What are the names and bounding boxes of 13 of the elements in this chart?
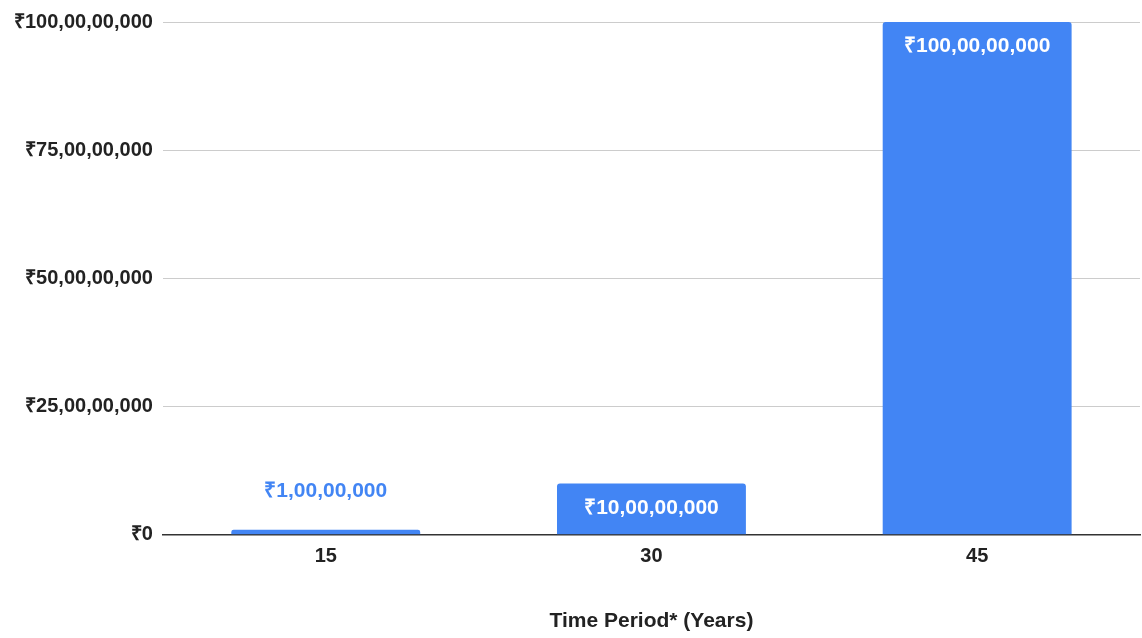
x-tick-label: 45 — [966, 544, 989, 567]
x-axis-title: Time Period* (Years) — [549, 608, 754, 632]
data-label: ₹100,00,00,000 — [904, 33, 1051, 57]
y-tick-label: ₹25,00,00,000 — [25, 394, 153, 417]
data-label: ₹10,00,00,000 — [584, 494, 719, 518]
bar — [882, 22, 1072, 535]
y-tick-label: ₹0 — [130, 522, 153, 545]
y-tick-label: ₹75,00,00,000 — [25, 137, 153, 160]
x-tick-label: 15 — [314, 544, 337, 567]
y-tick-label: ₹100,00,00,000 — [13, 9, 153, 32]
data-label: ₹1,00,00,000 — [264, 477, 388, 501]
y-tick-label: ₹50,00,00,000 — [25, 265, 153, 288]
x-tick-label: 30 — [640, 544, 663, 567]
